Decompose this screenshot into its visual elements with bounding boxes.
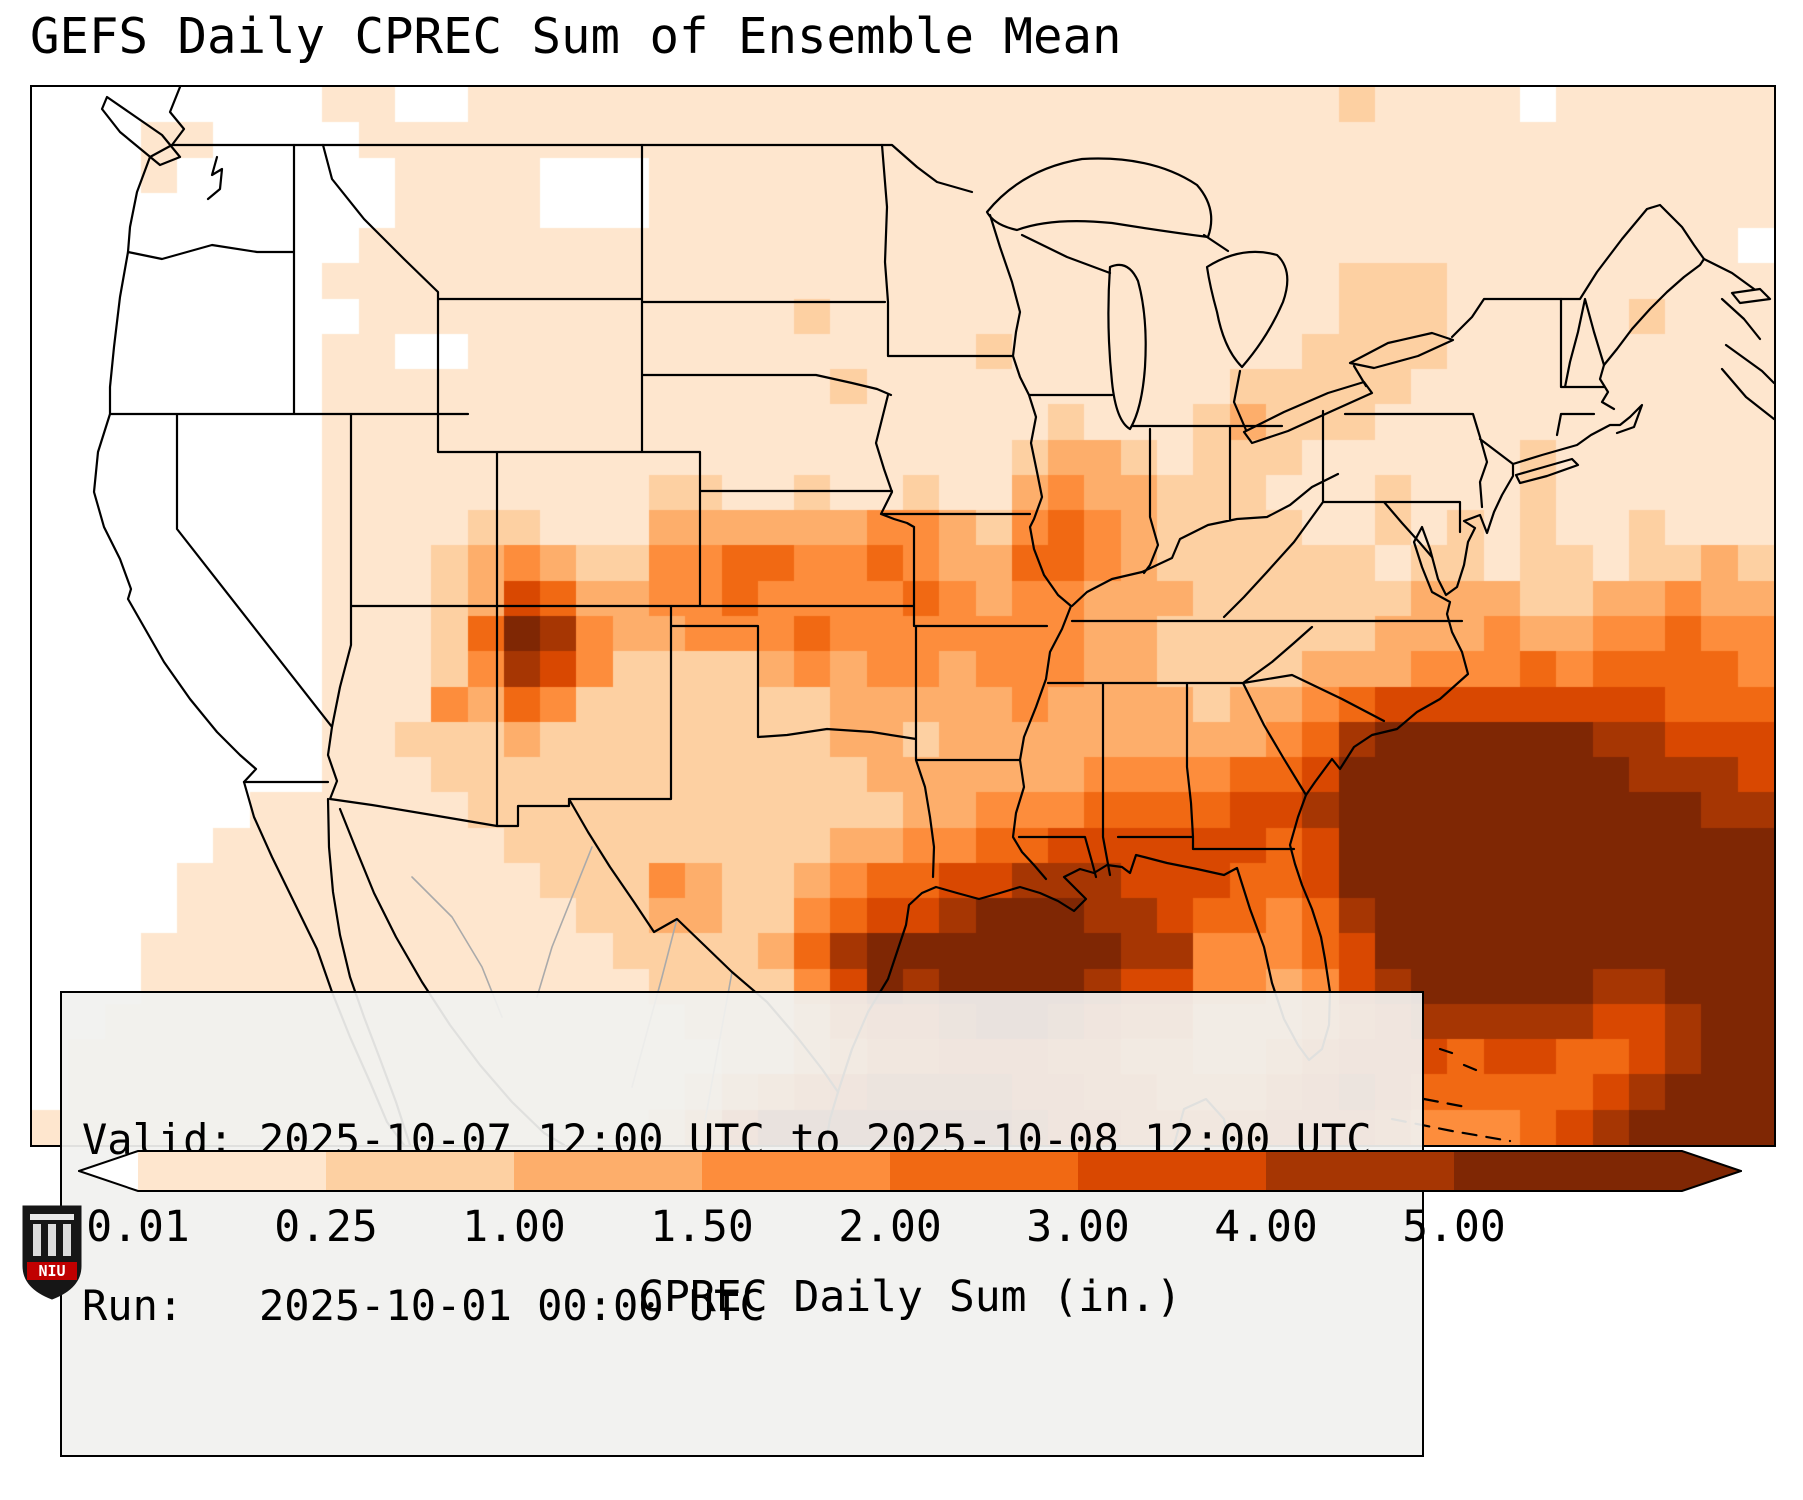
niu-logo: NIU bbox=[20, 1204, 84, 1302]
niu-shield-icon: NIU bbox=[22, 1205, 82, 1300]
long-island bbox=[1514, 457, 1580, 485]
map-boundaries-overlay bbox=[92, 87, 1774, 1145]
coastlines bbox=[92, 87, 1774, 1145]
run-time-line: Run: 2025-10-01 00:00 UTC bbox=[82, 1281, 765, 1331]
page-title: GEFS Daily CPREC Sum of Ensemble Mean bbox=[30, 8, 1122, 65]
great-lakes bbox=[985, 157, 1455, 445]
validity-info-box: Valid: 2025-10-07 12:00 UTC to 2025-10-0… bbox=[60, 991, 1424, 1457]
colorbar bbox=[78, 1150, 1742, 1192]
colorbar-tick-labels: 0.01 0.25 1.00 1.50 2.00 3.00 4.00 5.00 bbox=[0, 1202, 1803, 1260]
precip-heatmap bbox=[32, 87, 1774, 1145]
canada-border bbox=[170, 143, 1706, 339]
us-state-borders bbox=[108, 143, 1606, 1094]
colorbar-tick-label: 5.00 bbox=[1402, 1202, 1506, 1252]
vancouver-island bbox=[100, 95, 182, 167]
maritimes-coast bbox=[1702, 257, 1774, 421]
colorbar-tick-label: 1.50 bbox=[650, 1202, 754, 1252]
colorbar-gradient bbox=[78, 1150, 1742, 1192]
colorbar-tick-label: 4.00 bbox=[1214, 1202, 1318, 1252]
colorbar-label: CPREC Daily Sum (in.) bbox=[638, 1272, 1182, 1322]
cuba-bahamas-dashed-coast bbox=[1390, 1047, 1512, 1143]
colorbar-tick-label: 0.25 bbox=[274, 1202, 378, 1252]
colorbar-tick-label: 0.01 bbox=[86, 1202, 190, 1252]
colorbar-tick-label: 1.00 bbox=[462, 1202, 566, 1252]
map-panel: Valid: 2025-10-07 12:00 UTC to 2025-10-0… bbox=[30, 85, 1776, 1457]
colorbar-tick-label: 2.00 bbox=[838, 1202, 942, 1252]
niu-logo-text: NIU bbox=[38, 1262, 65, 1280]
colorbar-tick-label: 3.00 bbox=[1026, 1202, 1130, 1252]
